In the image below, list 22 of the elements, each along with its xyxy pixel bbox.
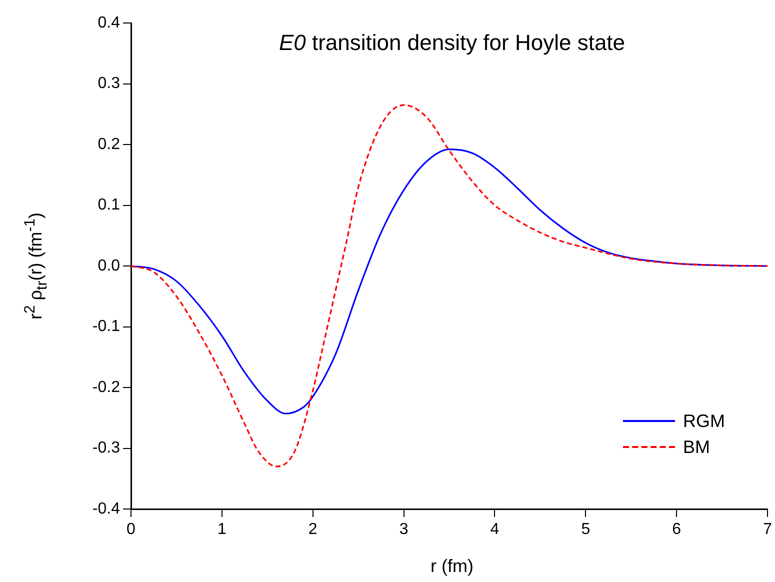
y-tick-label: -0.2 xyxy=(92,378,120,396)
legend-label: RGM xyxy=(683,410,725,432)
y-tick-label: 0.0 xyxy=(98,257,120,274)
chart-title: E0 transition density for Hoyle state xyxy=(278,30,626,56)
x-tick-label: 7 xyxy=(763,521,772,538)
x-tick-label: 4 xyxy=(490,521,500,538)
legend-label: BM xyxy=(683,436,710,458)
x-tick-label: 0 xyxy=(126,521,136,538)
x-tick-label: 2 xyxy=(308,521,318,538)
y-tick-label: 0.2 xyxy=(98,136,120,153)
x-tick-label: 6 xyxy=(672,521,682,538)
x-tick-label: 3 xyxy=(399,521,408,538)
y-tick-label: -0.3 xyxy=(92,440,120,457)
x-axis-title: r (fm) xyxy=(430,556,474,577)
y-tick-label: -0.1 xyxy=(92,318,120,336)
x-tick-label: 5 xyxy=(581,521,590,538)
line-series xyxy=(131,104,768,468)
y-tick-label: 0.4 xyxy=(98,14,120,32)
y-tick-label: -0.4 xyxy=(92,500,120,518)
y-tick-label: 0.3 xyxy=(98,75,120,92)
x-tick-label: 1 xyxy=(217,521,226,538)
y-tick-label: 0.1 xyxy=(98,196,120,214)
